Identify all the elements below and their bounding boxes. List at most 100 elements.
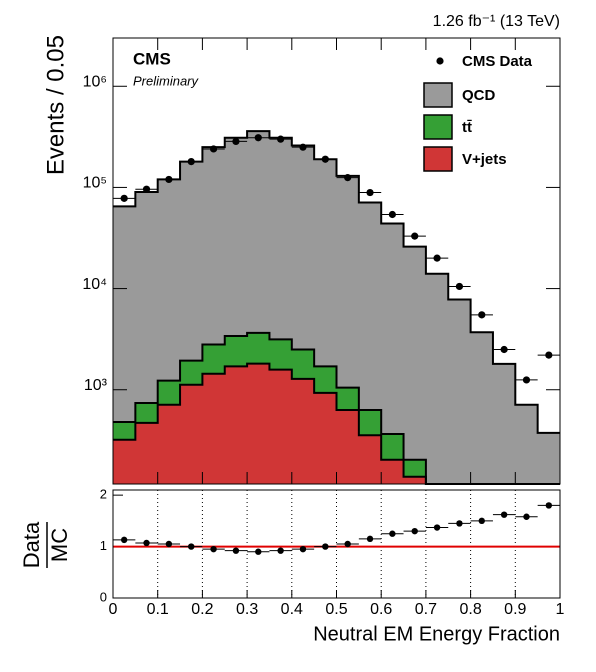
lumi-label: 1.26 fb⁻¹ (13 TeV)	[433, 13, 560, 30]
data-point	[388, 210, 396, 219]
histogram-bar	[470, 332, 493, 484]
histogram-bar	[403, 476, 426, 484]
data-point	[522, 376, 531, 384]
histogram-bar	[291, 378, 315, 484]
ratio-point	[143, 539, 150, 547]
ratio-point	[210, 545, 217, 553]
ratio-point	[433, 524, 441, 531]
data-point	[321, 155, 329, 163]
data-point	[411, 232, 419, 240]
ratio-point	[366, 535, 374, 543]
histogram-bar	[247, 363, 270, 484]
ratio-point	[344, 540, 351, 548]
data-point	[120, 194, 128, 202]
x-tick-label: 0.9	[504, 601, 526, 618]
data-point	[344, 174, 352, 182]
histogram-bar	[448, 299, 471, 484]
data-point	[165, 175, 173, 184]
histogram-bar	[314, 159, 337, 367]
ratio-point	[545, 502, 553, 509]
x-tick-label: 0	[109, 601, 118, 618]
histogram-bar	[381, 459, 404, 484]
histogram-bar	[537, 432, 560, 484]
ratio-point	[523, 513, 530, 520]
histogram-bar	[403, 246, 426, 460]
x-tick-label: 0.3	[236, 601, 258, 618]
x-tick-label: 0.1	[147, 601, 169, 618]
histogram-bar	[157, 404, 181, 484]
y-tick-label: 10⁶	[83, 73, 107, 90]
histogram-bar	[113, 421, 136, 440]
ratio-point	[478, 517, 485, 525]
histogram-bar	[269, 137, 292, 340]
ratio-point	[500, 511, 508, 518]
histogram-bar	[358, 202, 382, 411]
y-tick-label: 10⁵	[83, 175, 107, 192]
data-point	[455, 282, 464, 291]
histogram-bar	[135, 422, 158, 484]
data-point	[142, 185, 151, 193]
y-tick-label: 2	[100, 487, 107, 502]
histogram-bar	[381, 434, 404, 460]
y-axis-label: Events / 0.05	[42, 35, 69, 175]
histogram-bar	[224, 137, 248, 336]
x-tick-label: 0.2	[191, 601, 213, 618]
data-point	[478, 311, 486, 319]
ratio-point	[322, 543, 329, 550]
histogram-bar	[314, 366, 337, 393]
data-point	[299, 143, 307, 151]
ratio-point	[188, 543, 195, 550]
histogram-bar	[291, 145, 315, 350]
ratio-point	[299, 545, 307, 553]
x-tick-label: 0.6	[370, 601, 392, 618]
histogram-bar	[157, 179, 181, 381]
ratio-point	[255, 548, 262, 555]
legend-marker	[436, 57, 444, 65]
histogram-bar	[336, 410, 359, 484]
y-tick-label: 10⁴	[82, 276, 107, 293]
legend-swatch	[423, 82, 453, 108]
data-point	[433, 254, 441, 262]
ratio-point	[165, 540, 173, 548]
histogram-bar	[492, 363, 516, 484]
data-point	[254, 134, 262, 142]
histogram-bar	[336, 175, 359, 388]
histogram-bar	[358, 410, 382, 436]
histogram-bar	[180, 384, 203, 484]
legend-label: QCD	[462, 87, 496, 104]
histogram-bar	[180, 161, 203, 361]
histogram-bar	[425, 273, 449, 484]
histogram-bar	[202, 147, 225, 345]
histogram-bar	[247, 131, 270, 333]
histogram-bar	[336, 387, 359, 411]
y-tick-label: 0	[100, 589, 107, 604]
x-tick-label: 0.4	[281, 601, 303, 618]
data-point	[366, 188, 374, 197]
histogram-bar	[403, 459, 426, 477]
x-tick-label: 1	[556, 601, 565, 618]
x-tick-label: 0.7	[415, 601, 437, 618]
histogram-bar	[224, 366, 248, 484]
histogram-bar	[113, 439, 136, 484]
legend-label: tt̄	[462, 119, 472, 136]
x-axis-label: Neutral EM Energy Fraction	[313, 623, 560, 645]
x-tick-label: 0.8	[459, 601, 481, 618]
status-label: Preliminary	[133, 73, 200, 88]
legend-label: CMS Data	[462, 53, 533, 70]
y-tick-label: 1	[100, 538, 107, 553]
histogram-bar	[202, 344, 225, 374]
histogram-stack	[113, 131, 560, 484]
ratio-point	[389, 530, 396, 537]
histogram-bar	[381, 223, 404, 435]
histogram-bar	[269, 369, 292, 484]
data-point	[500, 345, 508, 354]
ratio-point	[456, 520, 463, 527]
histogram-bar	[135, 402, 158, 423]
legend-swatch	[423, 114, 453, 140]
ratio-point	[120, 536, 128, 544]
histogram-bar	[515, 404, 538, 484]
histogram-bar	[358, 435, 382, 484]
histogram-bar	[113, 206, 136, 422]
experiment-label: CMS	[133, 49, 171, 68]
